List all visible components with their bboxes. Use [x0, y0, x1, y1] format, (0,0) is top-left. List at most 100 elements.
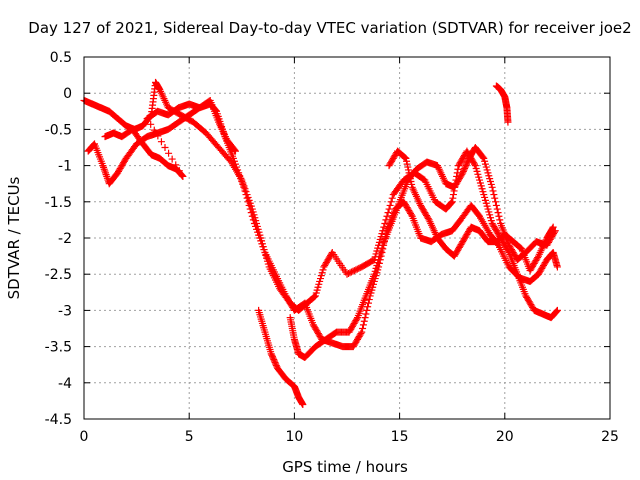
- x-tick-label: 10: [285, 429, 303, 445]
- data-point: [504, 118, 512, 126]
- data-point: [386, 201, 394, 209]
- data-point: [381, 220, 389, 228]
- data-point: [553, 263, 561, 271]
- series-track-2: [84, 100, 561, 351]
- data-point: [364, 299, 372, 307]
- data-point: [384, 209, 392, 217]
- y-axis-label: SDTVAR / TECUs: [5, 176, 23, 299]
- y-tick-label: 0.5: [50, 50, 72, 66]
- data-point: [240, 183, 248, 191]
- data-point: [349, 267, 357, 275]
- x-tick-label: 20: [496, 429, 514, 445]
- y-tick-label: -3.5: [45, 340, 72, 356]
- data-point: [471, 160, 479, 168]
- data-point: [344, 269, 352, 277]
- data-point: [90, 141, 98, 149]
- data-point: [490, 191, 498, 199]
- data-point: [388, 194, 396, 202]
- x-tick-label: 0: [80, 429, 89, 445]
- data-point: [365, 296, 373, 304]
- data-point: [380, 223, 388, 231]
- data-point: [553, 307, 561, 315]
- data-point: [491, 194, 499, 202]
- data-point: [407, 211, 415, 219]
- data-point: [246, 205, 254, 213]
- chart-title: Day 127 of 2021, Sidereal Day-to-day VTE…: [28, 19, 631, 37]
- data-point: [488, 183, 496, 191]
- y-tick-label: 0: [63, 86, 72, 102]
- data-point: [311, 293, 319, 301]
- data-point: [449, 191, 457, 199]
- data-point: [168, 155, 176, 163]
- data-point: [231, 146, 239, 154]
- data-point: [353, 265, 361, 273]
- data-point: [241, 187, 249, 195]
- data-point: [310, 293, 318, 301]
- data-point: [494, 209, 502, 217]
- series-track-4: [255, 306, 307, 409]
- data-point: [355, 264, 363, 272]
- data-point: [363, 306, 371, 314]
- data-point: [172, 161, 180, 169]
- data-point: [352, 266, 360, 274]
- data-point: [400, 153, 408, 161]
- y-tick-label: -4.5: [45, 412, 72, 428]
- data-point: [364, 303, 372, 311]
- x-axis-label: GPS time / hours: [282, 458, 408, 476]
- data-point: [448, 198, 456, 206]
- data-point: [244, 198, 252, 206]
- data-point: [347, 268, 355, 276]
- data-point: [248, 212, 256, 220]
- data-point: [179, 172, 187, 180]
- data-point: [150, 126, 158, 134]
- data-point: [449, 194, 457, 202]
- data-point: [447, 199, 455, 207]
- data-point: [157, 138, 165, 146]
- x-tick-label: 25: [601, 429, 619, 445]
- data-point: [249, 216, 257, 224]
- data-point: [243, 194, 251, 202]
- data-point: [362, 310, 370, 318]
- y-tick-label: -3: [58, 303, 72, 319]
- data-point: [343, 270, 351, 278]
- data-point: [493, 205, 501, 213]
- data-point: [385, 205, 393, 213]
- data-points: [80, 78, 561, 409]
- y-tick-label: -2: [58, 231, 72, 247]
- data-point: [549, 224, 557, 232]
- data-point: [357, 330, 365, 338]
- data-point: [178, 171, 186, 179]
- data-point: [245, 201, 253, 209]
- data-point: [383, 212, 391, 220]
- data-point: [247, 209, 255, 217]
- data-point: [387, 198, 395, 206]
- data-point: [553, 306, 561, 314]
- series-track-7: [492, 82, 512, 126]
- data-point: [350, 267, 358, 275]
- x-tick-label: 15: [391, 429, 409, 445]
- data-point: [448, 199, 456, 207]
- y-tick-label: -2.5: [45, 267, 72, 283]
- series-track-5: [286, 144, 559, 361]
- y-tick-label: -1: [58, 159, 72, 175]
- data-point: [496, 216, 504, 224]
- y-tick-label: -4: [58, 376, 72, 392]
- data-point: [361, 314, 369, 322]
- data-point: [178, 172, 186, 180]
- data-point: [516, 243, 524, 251]
- data-point: [353, 315, 361, 323]
- data-point: [359, 325, 367, 332]
- data-point: [161, 144, 169, 151]
- y-tick-label: -0.5: [45, 122, 72, 138]
- series-track-6: [385, 147, 557, 275]
- data-point: [175, 167, 183, 175]
- data-point: [299, 401, 307, 409]
- data-point: [492, 198, 500, 206]
- data-point: [359, 321, 367, 329]
- data-point: [360, 317, 368, 325]
- data-point: [492, 201, 500, 209]
- data-point: [231, 147, 239, 155]
- y-tick-label: -1.5: [45, 195, 72, 211]
- plot-frame: [83, 56, 611, 420]
